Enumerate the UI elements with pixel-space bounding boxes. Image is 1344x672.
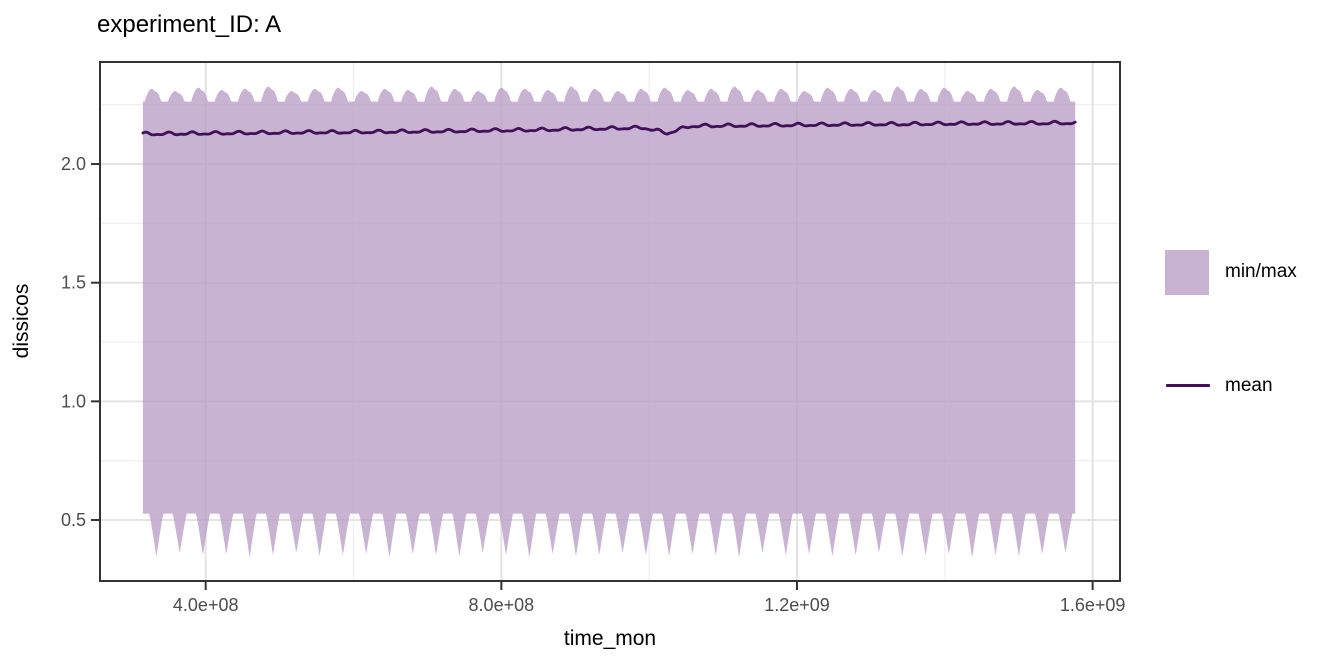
minmax-ribbon	[142, 86, 1076, 558]
y-axis-title: dissicos	[10, 283, 33, 359]
minmax-swatch-icon	[1165, 250, 1209, 295]
x-tick-label: 1.6e+09	[1060, 595, 1126, 615]
y-tick-label: 1.0	[61, 391, 86, 411]
legend-item-minmax-label: min/max	[1225, 261, 1297, 282]
plot-title: experiment_ID: A	[97, 11, 282, 38]
x-tick-label: 1.2e+09	[764, 595, 830, 615]
mean-line-swatch-icon	[1166, 384, 1210, 387]
mean-line	[141, 119, 1077, 137]
legend: min/max mean	[1164, 250, 1340, 410]
y-tick-label: 2.0	[61, 154, 86, 174]
x-axis-title: time_mon	[563, 627, 657, 650]
x-tick-label: 4.0e+08	[173, 595, 239, 615]
y-tick-label: 1.5	[61, 273, 86, 293]
x-tick-label: 8.0e+08	[469, 595, 535, 615]
legend-item-mean-label: mean	[1225, 375, 1273, 396]
y-tick-label: 0.5	[61, 510, 86, 530]
panel-border	[99, 61, 1121, 582]
